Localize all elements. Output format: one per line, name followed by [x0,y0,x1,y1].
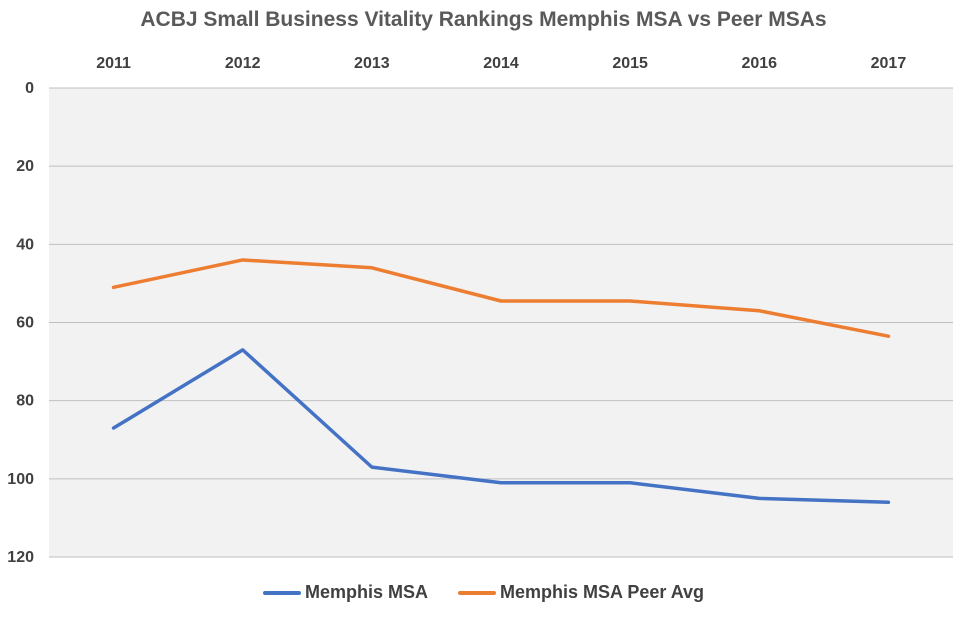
gridlines [49,87,953,558]
legend-label-peer-avg: Memphis MSA Peer Avg [499,582,705,602]
legend-item-memphis-msa: Memphis MSA [262,582,428,603]
chart-title: ACBJ Small Business Vitality Rankings Me… [140,8,827,31]
y-tick-label: 100 [7,471,34,488]
y-tick-label: 60 [16,315,34,332]
x-tick-label: 2012 [225,55,261,72]
x-tick-label: 2016 [741,55,777,72]
y-tick-label: 120 [7,549,34,566]
legend: Memphis MSA Memphis MSA Peer Avg [0,582,967,603]
y-tick-label: 80 [16,393,34,410]
y-tick-label: 20 [16,158,34,175]
x-tick-label: 2017 [871,55,907,72]
x-tick-label: 2015 [612,55,648,72]
series-line-memphis-msa [111,348,891,505]
legend-swatch-peer-avg [457,590,496,595]
series-line-peer-avg [111,258,891,338]
x-tick-label: 2014 [483,55,519,72]
x-tick-label: 2011 [96,55,131,72]
y-axis-ticks: 0 20 40 60 80 100 120 [7,80,34,566]
x-axis-ticks: 2011 2012 2013 2014 2015 2016 2017 [96,55,906,72]
legend-item-peer-avg: Memphis MSA Peer Avg [457,582,705,603]
series-lines [111,258,891,505]
y-tick-label: 40 [16,236,34,253]
legend-swatch-memphis-msa [262,590,301,595]
x-tick-label: 2013 [354,55,390,72]
legend-label-memphis-msa: Memphis MSA [304,582,428,602]
y-tick-label: 0 [25,80,34,97]
